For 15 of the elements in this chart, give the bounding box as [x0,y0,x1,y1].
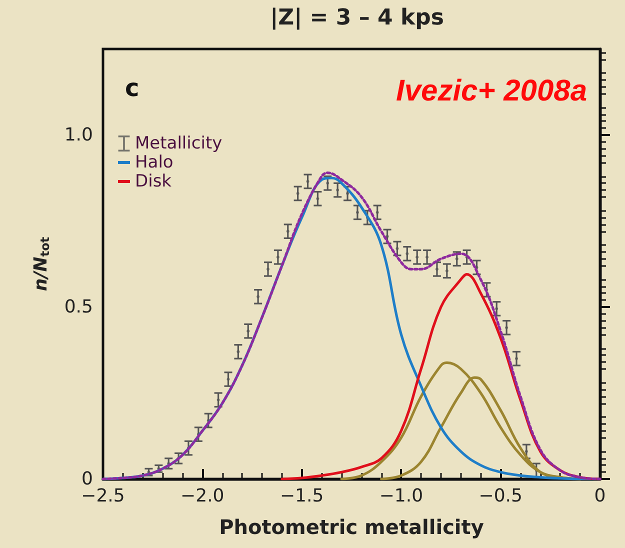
x-tick-label: 0 [594,486,606,506]
annotation: c [125,74,140,102]
x-tick-label: −2.0 [180,486,224,506]
chart-title: |Z| = 3 – 4 kps [270,6,444,30]
x-tick-label: −1.0 [379,486,424,506]
y-axis-title: n/Ntot [30,236,52,292]
x-axis-title: Photometric metallicity [219,515,484,539]
x-tick-label: −1.5 [280,486,324,506]
y-tick-label: 0.5 [64,296,93,318]
x-tick-label: −0.5 [478,486,522,506]
annotation: Ivezic+ 2008a [396,74,588,108]
legend-label: Disk [135,172,172,192]
y-tick-label: 1.0 [64,124,93,146]
legend-label: Metallicity [135,134,222,154]
legend-label: Halo [135,152,174,172]
